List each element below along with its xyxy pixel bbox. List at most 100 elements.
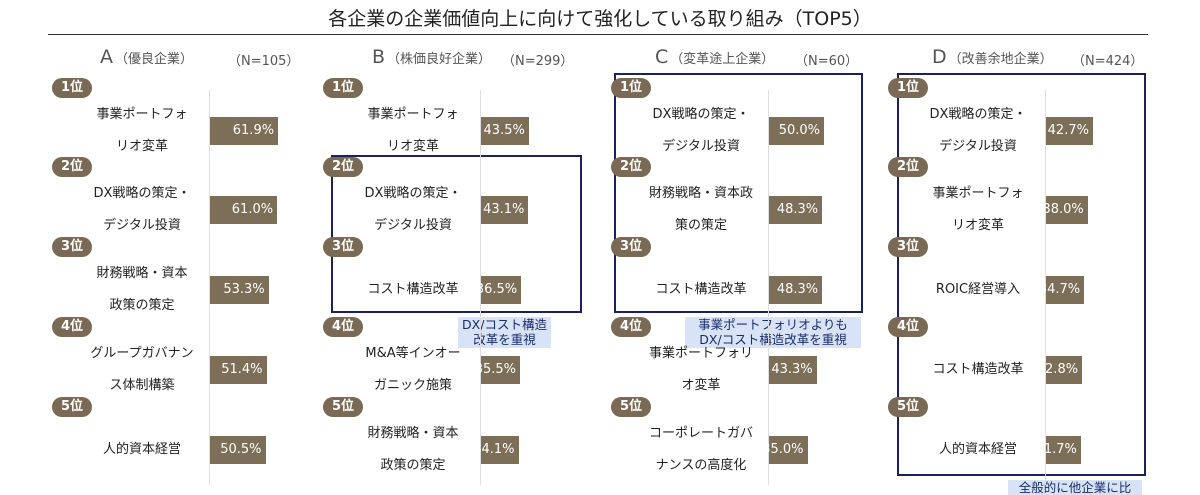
bar: 36.5% [476, 276, 522, 304]
annotation-c: 事業ポートフォリオよりも DX/コスト構造改革を重視 [685, 317, 861, 348]
bar-value-label: 35.5% [474, 362, 517, 377]
rank-badge: 5位 [323, 397, 363, 417]
bar: 61.0% [210, 196, 278, 224]
item-label: デジタル投資 [939, 139, 1017, 154]
rank-badge: 5位 [611, 397, 651, 417]
item-label: 事業ポートフォ [932, 186, 1024, 201]
axis-line [480, 90, 481, 485]
panel-sample-size: （N=424） [1072, 54, 1144, 69]
panel-group-name: （改善余地企業） [948, 52, 1053, 67]
title-divider [48, 34, 1148, 35]
item-label: 人的資本経営 [938, 442, 1017, 457]
rank-badge: 3位 [888, 237, 928, 257]
panel-header-b: B （株価良好企業） [372, 46, 491, 68]
annotation-d: 全般的に他企業に比 [1008, 480, 1142, 495]
bar: 34.7% [1039, 276, 1085, 304]
item-label: DX戦略の策定・ [93, 186, 191, 201]
panel-group-name: （変革途上企業） [670, 52, 775, 67]
rank-badge: 5位 [52, 397, 92, 417]
rank-badge: 4位 [52, 317, 92, 337]
bar: 48.3% [769, 196, 823, 224]
item-label: M&A等インオー [365, 346, 461, 361]
rank-badge: 4位 [323, 317, 363, 337]
item-label: DX戦略の策定・ [364, 186, 462, 201]
bar-value-label: 43.3% [771, 362, 813, 377]
bar: 61.9% [210, 117, 279, 145]
bar-value-label: 42.7% [1047, 123, 1089, 138]
panel-group-name: （株価良好企業） [387, 52, 492, 67]
panel-header-d: D （改善余地企業） [932, 46, 1053, 68]
item-label: リオ変革 [115, 139, 168, 154]
bar-value-label: 36.5% [475, 282, 518, 297]
highlight-box-b [331, 155, 582, 313]
item-label: 政策の策定 [109, 298, 175, 313]
rank-badge: 1位 [611, 78, 651, 98]
bar-value-label: 32.8% [1036, 362, 1079, 377]
bar-value-label: 48.3% [776, 202, 819, 217]
rank-badge: 2位 [611, 157, 651, 177]
panel-sample-size: （N=105） [228, 54, 300, 69]
bar: 43.5% [481, 117, 529, 145]
bar: 50.5% [210, 436, 266, 464]
panel-letter: D [932, 46, 947, 68]
rank-badge: 5位 [888, 397, 928, 417]
bar-value-label: 43.5% [483, 123, 525, 138]
highlight-box-c [614, 73, 863, 313]
item-label: 人的資本経営 [102, 442, 181, 457]
item-label: 事業ポートフォリ [648, 346, 753, 361]
rank-badge: 4位 [888, 317, 928, 337]
annotation-line: 事業ポートフォリオよりも [698, 317, 848, 332]
panel-sample-size: （N=60） [795, 54, 859, 69]
item-label: 政策の策定 [380, 458, 446, 473]
item-label: 財務戦略・資本政 [648, 186, 753, 201]
item-label: デジタル投資 [374, 218, 452, 233]
rank-badge: 2位 [323, 157, 363, 177]
rank-badge: 3位 [52, 237, 92, 257]
panel-header-c: C （変革途上企業） [655, 46, 774, 68]
bar-value-label: 43.1% [483, 202, 525, 217]
item-label: 策の策定 [674, 218, 727, 233]
bar: 34.1% [473, 436, 519, 464]
rank-badge: 2位 [52, 157, 92, 177]
item-label: DX戦略の策定・ [652, 107, 750, 122]
annotation-line: 全般的に他企業に比 [1018, 480, 1132, 495]
item-label: ナンスの高度化 [655, 458, 747, 473]
panel-header-a: A （優良企業） [100, 46, 193, 68]
annotation-b: DX/コスト構造 改革を重視 [458, 317, 551, 348]
bar: 48.3% [769, 276, 823, 304]
bar: 35.0% [762, 436, 808, 464]
item-label: DX戦略の策定・ [929, 107, 1027, 122]
item-label: ガニック施策 [373, 378, 452, 393]
item-label: デジタル投資 [103, 218, 181, 233]
panel-group-name: （優良企業） [115, 52, 194, 67]
item-label: コスト構造改革 [932, 362, 1024, 377]
bar-value-label: 61.9% [232, 123, 275, 138]
bar-value-label: 50.5% [220, 442, 262, 457]
item-label: コーポレートガバ [648, 426, 753, 441]
annotation-line: 改革を重視 [473, 332, 536, 347]
item-label: 財務戦略・資本 [96, 266, 188, 281]
bar: 43.1% [481, 196, 529, 224]
item-label: 事業ポートフォ [96, 107, 188, 122]
item-label: 財務戦略・資本 [367, 426, 459, 441]
bar-value-label: 48.3% [776, 282, 819, 297]
axis-line [209, 90, 210, 485]
bar: 42.7% [1046, 117, 1093, 145]
rank-badge: 3位 [611, 237, 651, 257]
item-label: オ変革 [681, 378, 721, 393]
bar: 35.5% [475, 356, 521, 384]
item-label: 事業ポートフォ [367, 107, 459, 122]
bar: 50.0% [769, 117, 824, 145]
bar-value-label: 34.7% [1038, 282, 1081, 297]
axis-line [768, 90, 769, 485]
rank-badge: 3位 [323, 237, 363, 257]
item-label: コスト構造改革 [367, 282, 459, 297]
bar-value-label: 31.7% [1035, 442, 1077, 457]
bar: 38.0% [1042, 196, 1088, 224]
bar: 32.8% [1037, 356, 1083, 384]
rank-badge: 1位 [52, 78, 92, 98]
bar-value-label: 50.0% [778, 123, 820, 138]
panel-letter: B [372, 46, 386, 68]
rank-badge: 1位 [323, 78, 363, 98]
